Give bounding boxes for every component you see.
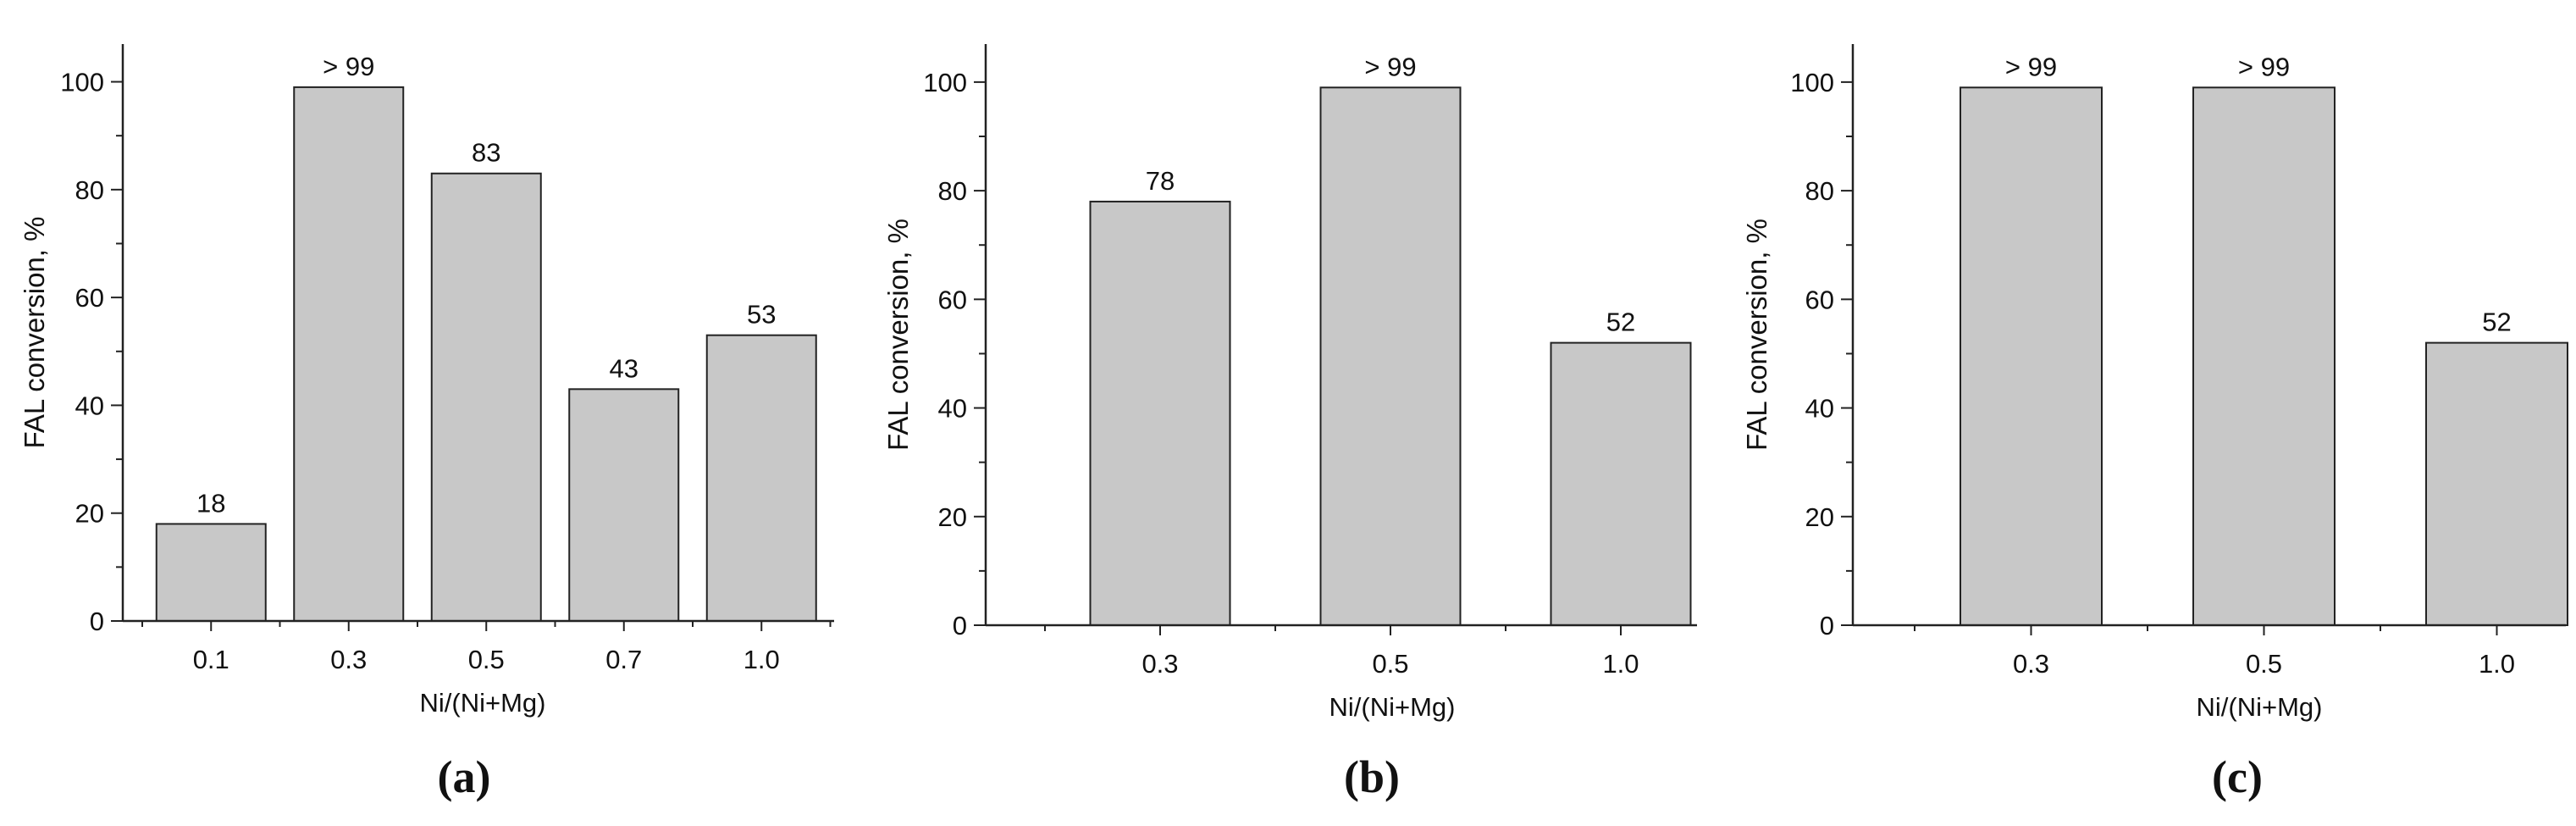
- bar-0.3: [1089, 200, 1231, 626]
- bar-0.7: [568, 388, 680, 622]
- data-label: > 99: [2005, 52, 2057, 81]
- x-tick-label: 0.7: [605, 645, 642, 674]
- y-tick-label: 60: [938, 285, 967, 314]
- panel-label: (c): [2212, 751, 2263, 802]
- y-tick-label: 20: [75, 499, 104, 529]
- bar-chart-c: > 99 0.3 > 99 0.5 52 1.0 0 20 40 60 80 100 Ni/(Ni+Mg…: [1741, 44, 2568, 802]
- x-tick-label: 1.0: [1602, 649, 1639, 679]
- y-tick-label: 60: [1805, 285, 1834, 314]
- bar-0.5: [430, 172, 542, 622]
- y-tick-label: 20: [938, 502, 967, 532]
- chart-panel-c: > 99 0.3 > 99 0.5 52 1.0 0 20 40 60 80 100 Ni/(Ni+Mg…: [1717, 0, 2576, 826]
- bar-1.0: [1550, 341, 1692, 626]
- x-tick-label: 0.1: [193, 645, 229, 674]
- chart-panel-a: 18 0.1 > 99 0.3 83 0.5 43 0.7 53 1.0 0 20 40 60 80 100 N…: [0, 0, 859, 826]
- x-tick-label: 0.3: [1142, 649, 1178, 679]
- x-tick-label: 1.0: [744, 645, 780, 674]
- x-tick-label: 0.3: [2013, 649, 2049, 679]
- data-label: > 99: [1364, 52, 1416, 81]
- bar-0.3: [1960, 86, 2103, 626]
- x-axis-title: Ni/(Ni+Mg): [420, 688, 546, 718]
- y-axis-title: FAL conversion, %: [882, 219, 914, 451]
- y-tick-label: 100: [60, 68, 104, 97]
- y-tick-label: 40: [75, 391, 104, 420]
- x-tick-label: 0.5: [2246, 649, 2282, 679]
- panel-label: (b): [1344, 751, 1400, 802]
- x-tick-label: 1.0: [2479, 649, 2515, 679]
- data-label: 78: [1146, 166, 1175, 196]
- bar-0.5: [2192, 86, 2336, 626]
- x-tick-label: 0.5: [1372, 649, 1408, 679]
- bar-0.3: [293, 86, 405, 622]
- y-tick-label: 100: [1790, 68, 1834, 97]
- y-axis-title: FAL conversion, %: [1741, 219, 1772, 451]
- y-axis-title: FAL conversion, %: [19, 217, 50, 449]
- y-tick-label: 80: [938, 176, 967, 206]
- bar-chart-b: 78 0.3 > 99 0.5 52 1.0 0 20 40 60 80 100 Ni/(Ni+Mg) F…: [882, 44, 1697, 802]
- x-axis-title: Ni/(Ni+Mg): [2197, 692, 2323, 722]
- y-tick-label: 60: [75, 283, 104, 313]
- y-tick-label: 20: [1805, 502, 1834, 532]
- y-tick-label: 100: [923, 68, 967, 97]
- data-label: 53: [747, 300, 776, 330]
- panel-label: (a): [438, 751, 491, 802]
- y-tick-label: 40: [1805, 394, 1834, 424]
- data-label: 52: [1606, 308, 1635, 337]
- x-axis-title: Ni/(Ni+Mg): [1329, 692, 1456, 722]
- data-label: 52: [2482, 308, 2511, 337]
- y-tick-label: 40: [938, 394, 967, 424]
- y-tick-label: 0: [953, 611, 967, 640]
- data-label: 18: [196, 488, 225, 518]
- data-label: 43: [610, 353, 638, 383]
- y-tick-label: 80: [75, 175, 104, 205]
- chart-panel-b: 78 0.3 > 99 0.5 52 1.0 0 20 40 60 80 100 Ni/(Ni+Mg) F…: [859, 0, 1717, 826]
- y-tick-label: 80: [1805, 176, 1834, 206]
- data-label: 83: [472, 138, 500, 168]
- y-tick-label: 0: [1820, 611, 1834, 640]
- bar-0.1: [155, 523, 267, 623]
- bar-1.0: [2425, 341, 2568, 626]
- data-label: > 99: [2238, 52, 2290, 81]
- x-tick-label: 0.5: [468, 645, 505, 674]
- data-label: > 99: [323, 52, 374, 81]
- bar-0.5: [1319, 86, 1462, 626]
- y-tick-label: 0: [90, 607, 104, 636]
- bar-chart-a: 18 0.1 > 99 0.3 83 0.5 43 0.7 53 1.0 0 20 40 60 80 100 N…: [19, 44, 834, 802]
- bar-1.0: [705, 334, 817, 622]
- x-tick-label: 0.3: [330, 645, 367, 674]
